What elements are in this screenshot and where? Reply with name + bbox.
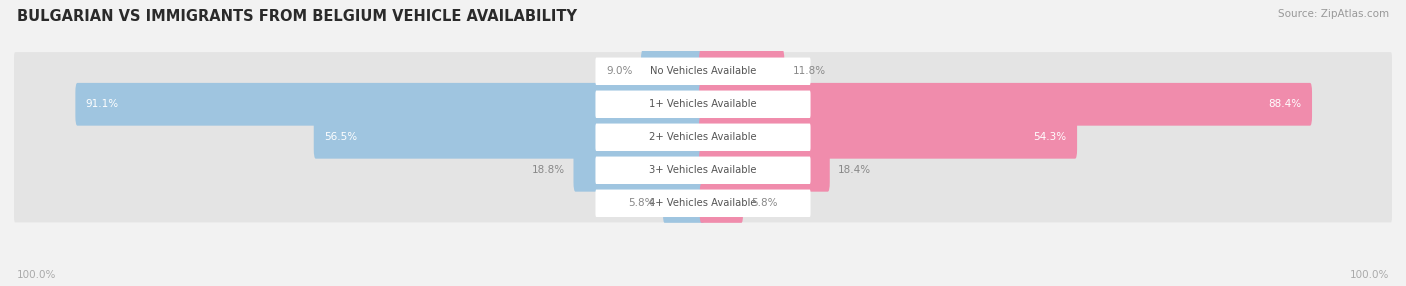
Text: 56.5%: 56.5%: [323, 132, 357, 142]
FancyBboxPatch shape: [596, 124, 810, 151]
FancyBboxPatch shape: [14, 118, 1392, 156]
Text: 9.0%: 9.0%: [606, 66, 633, 76]
FancyBboxPatch shape: [314, 116, 704, 159]
Text: 2+ Vehicles Available: 2+ Vehicles Available: [650, 132, 756, 142]
FancyBboxPatch shape: [596, 91, 810, 118]
Text: 100.0%: 100.0%: [17, 270, 56, 280]
Text: 3+ Vehicles Available: 3+ Vehicles Available: [650, 165, 756, 175]
Text: 91.1%: 91.1%: [86, 99, 120, 109]
Text: BULGARIAN VS IMMIGRANTS FROM BELGIUM VEHICLE AVAILABILITY: BULGARIAN VS IMMIGRANTS FROM BELGIUM VEH…: [17, 9, 576, 23]
FancyBboxPatch shape: [14, 184, 1392, 223]
FancyBboxPatch shape: [700, 184, 742, 223]
Text: 4+ Vehicles Available: 4+ Vehicles Available: [650, 198, 756, 208]
FancyBboxPatch shape: [14, 85, 1392, 124]
Text: 5.8%: 5.8%: [751, 198, 778, 208]
FancyBboxPatch shape: [596, 156, 810, 184]
FancyBboxPatch shape: [641, 50, 704, 93]
Text: 18.8%: 18.8%: [531, 165, 565, 175]
FancyBboxPatch shape: [699, 83, 1312, 126]
FancyBboxPatch shape: [699, 116, 1077, 159]
Text: 5.8%: 5.8%: [628, 198, 655, 208]
Text: 18.4%: 18.4%: [838, 165, 872, 175]
Text: Source: ZipAtlas.com: Source: ZipAtlas.com: [1278, 9, 1389, 19]
FancyBboxPatch shape: [14, 151, 1392, 189]
FancyBboxPatch shape: [596, 57, 810, 85]
Text: 100.0%: 100.0%: [1350, 270, 1389, 280]
FancyBboxPatch shape: [699, 149, 830, 192]
FancyBboxPatch shape: [574, 149, 704, 192]
FancyBboxPatch shape: [664, 184, 704, 223]
Text: 1+ Vehicles Available: 1+ Vehicles Available: [650, 99, 756, 109]
FancyBboxPatch shape: [699, 50, 785, 93]
Text: 54.3%: 54.3%: [1033, 132, 1067, 142]
Text: 11.8%: 11.8%: [793, 66, 825, 76]
Text: 88.4%: 88.4%: [1268, 99, 1302, 109]
Text: No Vehicles Available: No Vehicles Available: [650, 66, 756, 76]
FancyBboxPatch shape: [596, 190, 810, 217]
FancyBboxPatch shape: [14, 52, 1392, 90]
FancyBboxPatch shape: [76, 83, 704, 126]
